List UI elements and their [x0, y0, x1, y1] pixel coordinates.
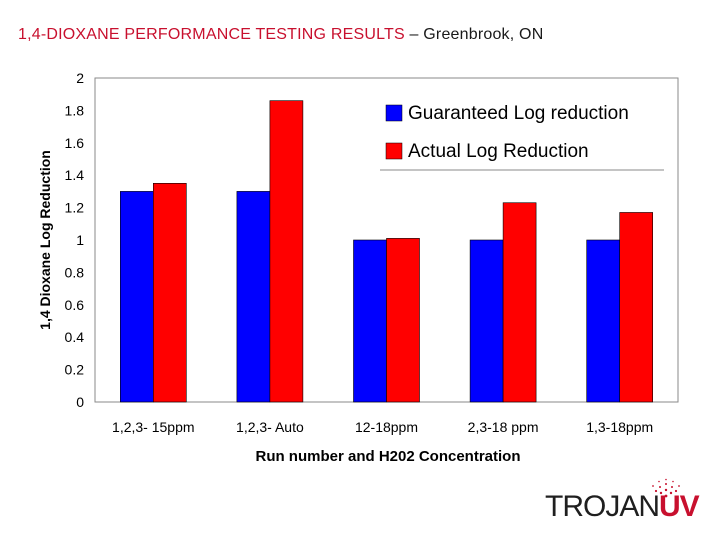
bar-actual — [502, 202, 537, 403]
x-tick-label: 12-18ppm — [355, 419, 418, 435]
y-tick-label: 1.2 — [65, 200, 85, 216]
bar-actual — [386, 238, 420, 403]
y-tick-label: 0.8 — [65, 264, 85, 280]
bar-guaranteed — [353, 239, 387, 403]
page-title: 1,4-DIOXANE PERFORMANCE TESTING RESULTS … — [18, 26, 543, 44]
legend-swatch-actual — [385, 142, 403, 160]
y-tick-label: 1.6 — [65, 135, 85, 151]
bar-actual — [153, 183, 187, 403]
bar-guaranteed — [586, 239, 621, 403]
title-dash: – — [409, 26, 419, 43]
y-tick-label: 0.2 — [65, 362, 85, 378]
logo-text-uv: UV — [659, 490, 700, 523]
x-tick-label: 1,2,3- 15ppm — [112, 419, 195, 435]
y-tick-label: 0.4 — [65, 329, 85, 345]
bar-guaranteed — [469, 239, 504, 403]
title-main: 1,4-DIOXANE PERFORMANCE TESTING RESULTS — [18, 26, 405, 43]
legend-swatch-guaranteed — [385, 104, 403, 122]
y-tick-label: 1.8 — [65, 102, 85, 118]
legend-label-actual: Actual Log Reduction — [408, 141, 589, 162]
y-tick-label: 1.4 — [65, 167, 85, 183]
legend: Guaranteed Log reduction Actual Log Redu… — [380, 94, 664, 171]
y-tick-label: 1 — [76, 232, 84, 248]
trojan-uv-logo: TROJANUV — [545, 478, 700, 528]
logo-wordmark: TROJANUV — [545, 490, 700, 524]
y-tick-label: 0 — [76, 394, 84, 410]
bar-guaranteed — [120, 191, 154, 403]
x-tick-label: 1,2,3- Auto — [236, 419, 304, 435]
x-tick-label: 1,3-18ppm — [586, 419, 653, 435]
logo-burst-icon — [652, 478, 680, 498]
legend-label-guaranteed: Guaranteed Log reduction — [408, 103, 629, 124]
bar-actual — [619, 212, 654, 403]
bar-chart: 0 0.2 0.4 0.6 0.8 1 1.2 1.4 1.6 1.8 2 1,2,3- 15ppm… — [37, 70, 679, 465]
legend-background — [380, 94, 664, 170]
y-tick-label: 0.6 — [65, 297, 85, 313]
title-location: Greenbrook, ON — [423, 26, 544, 43]
bars-group — [120, 100, 654, 403]
y-tick-labels: 0 0.2 0.4 0.6 0.8 1 1.2 1.4 1.6 1.8 2 — [65, 70, 85, 410]
x-tick-labels: 1,2,3- 15ppm 1,2,3- Auto 12-18ppm 2,3-18 pp… — [112, 419, 653, 435]
x-tick-label: 2,3-18 ppm — [468, 419, 539, 435]
bar-actual — [269, 100, 304, 403]
logo-text-trojan: TROJAN — [545, 490, 660, 523]
bar-guaranteed — [236, 191, 271, 403]
y-axis-label: 1,4 Dioxane Log Reduction — [37, 150, 53, 330]
x-axis-label: Run number and H202 Concentration — [255, 448, 520, 465]
y-tick-label: 2 — [76, 70, 84, 86]
